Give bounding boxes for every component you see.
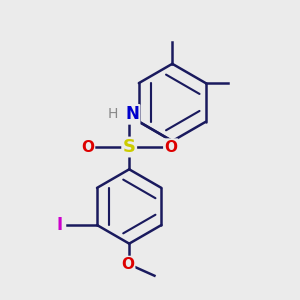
Text: O: O — [164, 140, 177, 154]
Text: S: S — [123, 138, 136, 156]
Text: O: O — [121, 257, 134, 272]
Text: H: H — [108, 107, 118, 121]
Text: I: I — [57, 216, 63, 234]
Text: O: O — [81, 140, 94, 154]
Text: N: N — [125, 105, 139, 123]
